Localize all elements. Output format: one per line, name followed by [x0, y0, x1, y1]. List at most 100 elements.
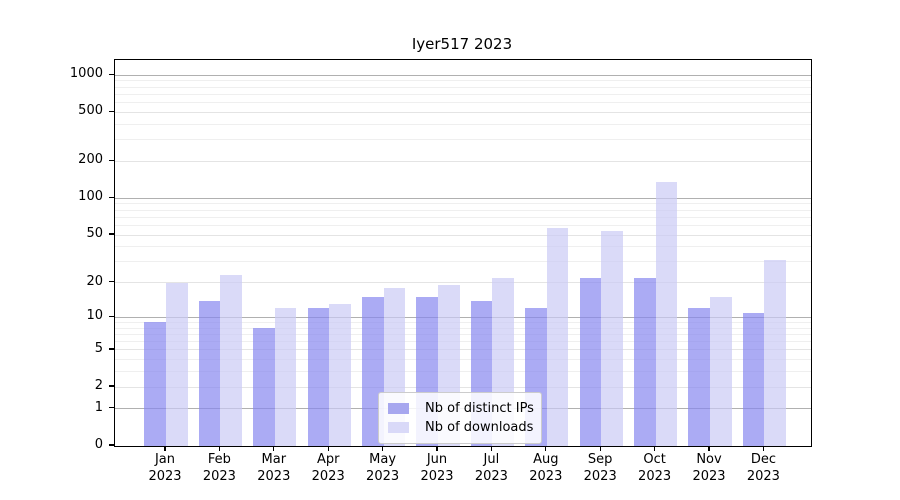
bar-distinct-ips-jan — [144, 322, 166, 446]
y-tick-mark-2 — [109, 385, 114, 387]
legend-label-downloads: Nb of downloads — [425, 420, 534, 435]
y-tick-label-5: 5 — [94, 340, 103, 356]
y-tick-mark-1 — [109, 407, 114, 409]
gridline-900 — [115, 80, 811, 82]
gridline-1000 — [115, 74, 811, 76]
gridline-4 — [115, 359, 811, 361]
x-tick-mark-jan — [164, 446, 166, 452]
y-tick-label-20: 20 — [86, 273, 103, 289]
plot-area — [114, 59, 812, 447]
x-tick-mark-dec — [762, 446, 765, 452]
y-tick-label-100: 100 — [78, 189, 103, 205]
chart-title: Iyer517 2023 — [411, 35, 513, 53]
x-tick-mark-mar — [273, 446, 275, 452]
x-tick-mark-feb — [218, 446, 221, 452]
gridline-3 — [115, 371, 811, 373]
y-tick-label-50: 50 — [86, 226, 103, 242]
y-tick-mark-1000 — [109, 73, 114, 75]
x-tick-label-sep: Sep 2023 — [583, 452, 617, 484]
y-tick-label-500: 500 — [78, 103, 103, 119]
bar-downloads-jan — [166, 282, 188, 446]
x-tick-label-nov: Nov 2023 — [692, 452, 726, 484]
x-tick-mark-aug — [545, 446, 547, 452]
x-tick-label-jun: Jun 2023 — [420, 452, 454, 484]
bar-downloads-mar — [274, 308, 297, 446]
y-tick-mark-10 — [109, 315, 114, 318]
x-tick-label-may: May 2023 — [366, 452, 400, 484]
x-tick-mark-may — [381, 446, 384, 452]
gridline-500 — [115, 111, 811, 113]
y-tick-label-1000: 1000 — [69, 66, 103, 82]
y-tick-mark-20 — [109, 280, 114, 283]
x-tick-label-aug: Aug 2023 — [529, 452, 563, 484]
bar-distinct-ips-dec — [742, 312, 765, 446]
legend-item-distinct-ips: Nb of distinct IPs — [388, 400, 534, 417]
bar-distinct-ips-apr — [307, 308, 330, 446]
gridline-50 — [115, 234, 811, 236]
gridline-30 — [115, 261, 811, 263]
x-tick-label-mar: Mar 2023 — [257, 452, 291, 484]
gridline-6 — [115, 341, 811, 343]
y-tick-label-0: 0 — [94, 437, 103, 452]
bar-downloads-dec — [764, 260, 786, 446]
gridline-8 — [115, 327, 811, 329]
gridline-9 — [115, 321, 811, 323]
gridline-100 — [115, 197, 811, 199]
gridline-10 — [115, 316, 811, 318]
y-tick-label-10: 10 — [86, 308, 103, 324]
y-tick-mark-5 — [109, 348, 114, 350]
gridline-300 — [115, 139, 811, 141]
bar-distinct-ips-sep — [579, 277, 602, 446]
bar-downloads-aug — [546, 228, 569, 446]
y-tick-mark-100 — [109, 196, 114, 199]
legend-item-downloads: Nb of downloads — [388, 419, 534, 436]
bar-downloads-sep — [601, 230, 623, 446]
bar-distinct-ips-feb — [198, 300, 221, 446]
gridline-200 — [115, 160, 811, 162]
gridline-40 — [115, 246, 811, 248]
bar-downloads-nov — [710, 297, 732, 446]
y-tick-mark-0 — [109, 444, 114, 446]
y-tick-mark-200 — [109, 159, 114, 162]
x-tick-label-feb: Feb 2023 — [202, 452, 236, 484]
x-tick-mark-apr — [327, 446, 329, 452]
x-tick-mark-nov — [708, 446, 710, 452]
bar-distinct-ips-oct — [634, 277, 656, 446]
gridline-600 — [115, 102, 811, 104]
y-tick-mark-500 — [109, 110, 114, 113]
x-tick-mark-oct — [653, 446, 656, 452]
y-tick-label-1: 1 — [94, 399, 103, 415]
y-tick-mark-50 — [109, 233, 114, 235]
gridline-800 — [115, 86, 811, 88]
legend: Nb of distinct IPs Nb of downloads — [378, 392, 542, 444]
gridline-90 — [115, 203, 811, 205]
gridline-20 — [115, 282, 811, 284]
y-tick-label-200: 200 — [78, 152, 103, 168]
x-tick-label-jul: Jul 2023 — [474, 452, 508, 484]
gridline-2 — [115, 386, 811, 388]
x-tick-label-apr: Apr 2023 — [311, 452, 345, 484]
gridline-400 — [115, 123, 811, 125]
x-tick-label-dec: Dec 2023 — [746, 452, 780, 484]
gridline-80 — [115, 209, 811, 211]
x-tick-label-oct: Oct 2023 — [638, 452, 672, 484]
gridline-700 — [115, 93, 811, 95]
legend-swatch-distinct-ips — [388, 403, 409, 414]
gridline-60 — [115, 224, 811, 226]
x-tick-mark-jun — [436, 446, 438, 452]
bar-distinct-ips-mar — [253, 328, 275, 446]
bar-downloads-oct — [655, 182, 678, 446]
gridline-7 — [115, 333, 811, 335]
bar-downloads-feb — [220, 275, 242, 446]
y-tick-label-2: 2 — [94, 378, 103, 394]
x-tick-label-jan: Jan 2023 — [148, 452, 182, 484]
x-tick-mark-jul — [490, 446, 493, 452]
bar-distinct-ips-nov — [688, 308, 710, 446]
x-tick-mark-sep — [599, 446, 601, 452]
legend-swatch-downloads — [388, 422, 409, 433]
gridline-70 — [115, 216, 811, 218]
legend-label-distinct-ips: Nb of distinct IPs — [425, 401, 534, 416]
gridline-5 — [115, 349, 811, 351]
bar-downloads-apr — [329, 304, 351, 446]
